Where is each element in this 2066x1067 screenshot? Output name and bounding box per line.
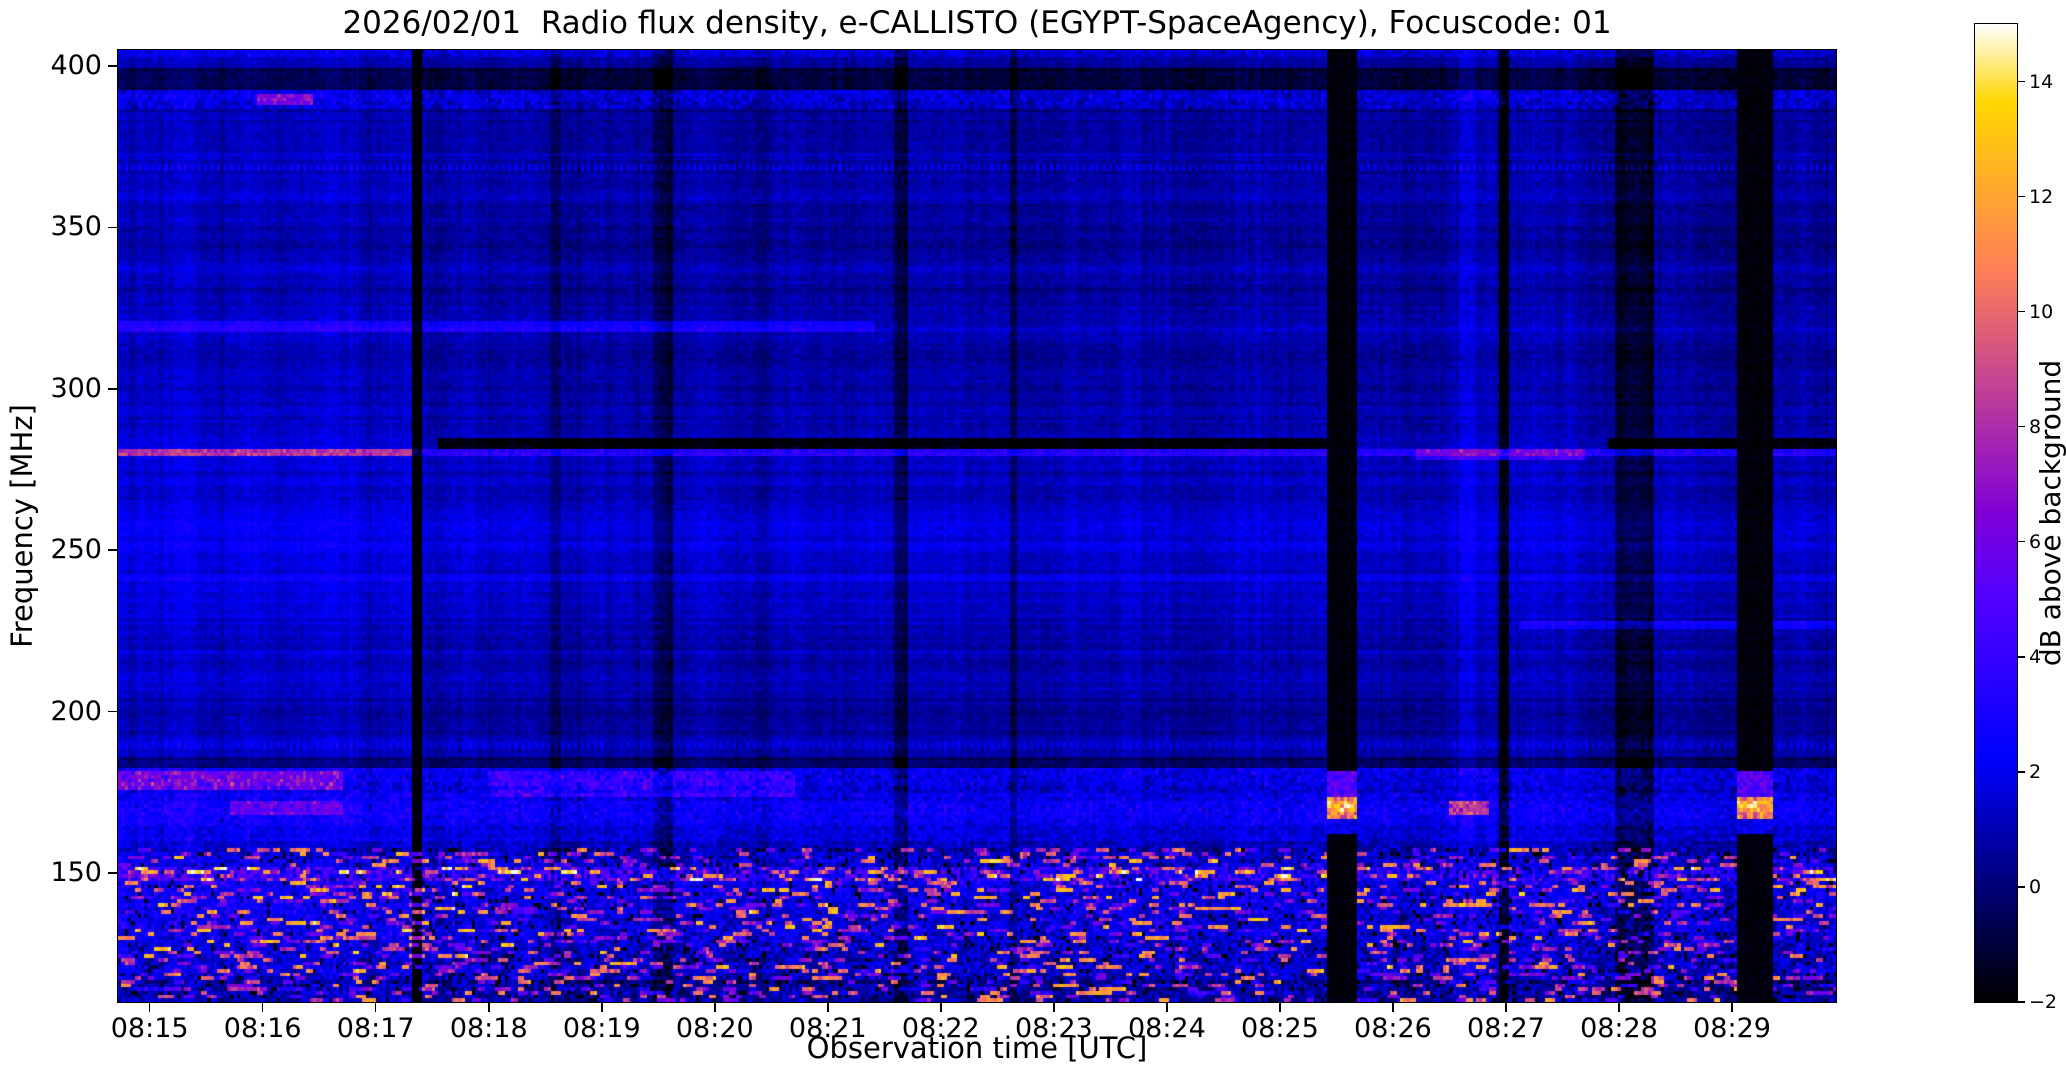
spectrogram-canvas: [118, 50, 1836, 1002]
colorbar-tick-label: 10: [2029, 300, 2054, 323]
x-tick-mark: [1505, 1003, 1507, 1012]
colorbar-tick-label: −2: [2029, 991, 2058, 1013]
x-tick-label: 08:15: [110, 1013, 189, 1044]
y-tick-label: 350: [50, 211, 102, 243]
colorbar-tick-mark: [2018, 310, 2025, 313]
colorbar-tick-mark: [2018, 1001, 2025, 1003]
x-tick-mark: [148, 1003, 151, 1012]
plot-area: [117, 49, 1837, 1003]
x-tick-label: 08:18: [449, 1013, 528, 1044]
x-tick-mark: [827, 1003, 829, 1012]
x-tick-label: 08:19: [562, 1013, 641, 1044]
y-tick-mark: [108, 226, 117, 229]
x-tick-label: 08:23: [1014, 1013, 1093, 1044]
y-tick-mark: [108, 710, 117, 713]
x-tick-label: 08:25: [1241, 1013, 1319, 1044]
colorbar-tick-label: 14: [2029, 70, 2054, 93]
colorbar-tick-mark: [2018, 771, 2025, 773]
colorbar-tick-mark: [2018, 541, 2025, 543]
y-tick-mark: [108, 65, 117, 67]
x-tick-mark: [1166, 1003, 1168, 1012]
x-tick-label: 08:16: [223, 1013, 302, 1044]
colorbar-tick-mark: [2018, 886, 2025, 888]
y-tick-label: 250: [50, 534, 102, 566]
chart-title: 2026/02/01 Radio flux density, e-CALLIST…: [342, 5, 1612, 41]
x-tick-mark: [1392, 1003, 1394, 1012]
x-tick-label: 08:29: [1693, 1013, 1771, 1044]
x-tick-mark: [1618, 1003, 1620, 1012]
colorbar-tick-label: 12: [2029, 185, 2054, 208]
colorbar-tick-label: 4: [2029, 645, 2042, 668]
colorbar-tick-label: 0: [2029, 875, 2042, 898]
x-tick-mark: [940, 1003, 942, 1012]
x-tick-label: 08:17: [336, 1013, 415, 1044]
y-tick-label: 200: [50, 695, 102, 727]
y-tick-mark: [108, 549, 117, 551]
x-axis-label: Observation time [UTC]: [806, 1031, 1148, 1065]
x-tick-mark: [1731, 1003, 1733, 1012]
y-tick-mark: [108, 388, 117, 390]
x-tick-mark: [713, 1003, 716, 1012]
colorbar-tick-label: 6: [2029, 530, 2042, 553]
x-tick-label: 08:24: [1127, 1013, 1206, 1044]
colorbar-tick-mark: [2018, 80, 2025, 83]
colorbar-label: dB above background: [2034, 359, 2066, 667]
x-tick-label: 08:27: [1467, 1013, 1545, 1044]
x-tick-mark: [487, 1003, 490, 1012]
x-tick-mark: [374, 1003, 377, 1012]
x-tick-label: 08:20: [675, 1013, 754, 1044]
y-tick-label: 400: [50, 50, 102, 82]
colorbar-tick-mark: [2018, 426, 2025, 428]
x-tick-mark: [600, 1003, 603, 1012]
x-tick-mark: [1053, 1003, 1055, 1012]
colorbar: [1974, 23, 2018, 1003]
x-tick-label: 08:28: [1580, 1013, 1658, 1044]
colorbar-tick-mark: [2018, 656, 2025, 658]
y-tick-label: 150: [50, 856, 102, 888]
colorbar-tick-label: 2: [2029, 760, 2042, 783]
x-tick-mark: [1279, 1003, 1281, 1012]
colorbar-gradient: [1975, 24, 2017, 1002]
x-tick-mark: [261, 1003, 264, 1012]
y-tick-label: 300: [50, 372, 102, 404]
x-tick-label: 08:21: [788, 1013, 867, 1044]
x-tick-label: 08:22: [901, 1013, 980, 1044]
y-axis-label: Frequency [MHz]: [5, 404, 39, 648]
x-tick-label: 08:26: [1354, 1013, 1432, 1044]
y-tick-mark: [108, 872, 117, 874]
colorbar-tick-label: 8: [2029, 415, 2042, 438]
colorbar-tick-mark: [2018, 195, 2025, 198]
